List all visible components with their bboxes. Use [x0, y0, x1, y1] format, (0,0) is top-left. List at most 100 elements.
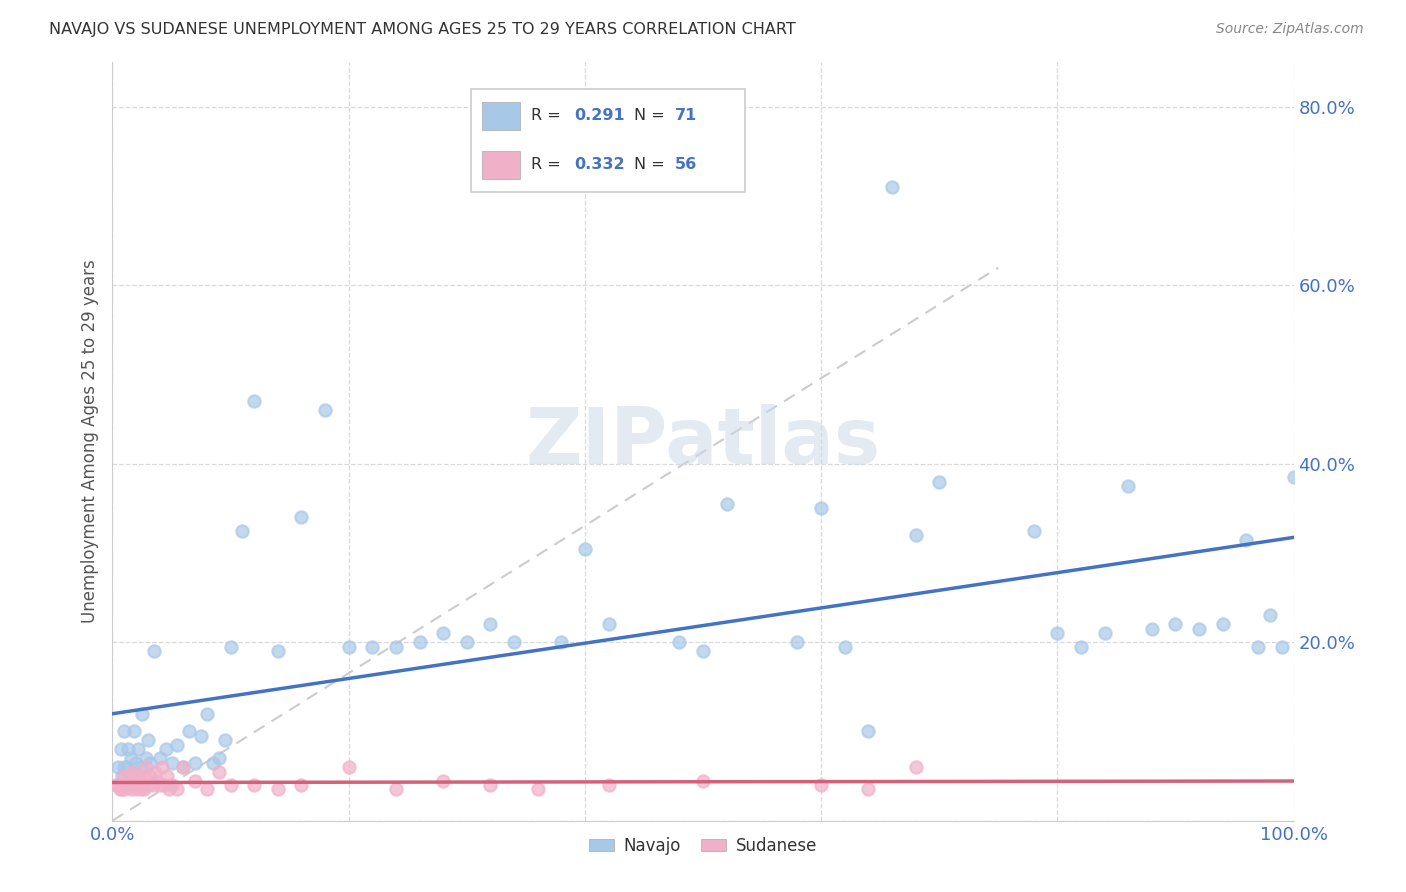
Point: [112, 778, 135, 792]
Text: R =: R =: [531, 157, 567, 172]
Point: [1116, 479, 1139, 493]
Point: [219, 640, 242, 654]
Point: [231, 524, 253, 538]
Point: [139, 756, 162, 770]
Point: [136, 733, 159, 747]
Y-axis label: Unemployment Among Ages 25 to 29 years: Unemployment Among Ages 25 to 29 years: [80, 260, 98, 624]
Point: [107, 760, 129, 774]
Point: [692, 773, 714, 788]
Point: [432, 626, 454, 640]
Point: [129, 760, 152, 774]
Point: [190, 729, 212, 743]
Point: [120, 769, 142, 783]
Point: [195, 782, 218, 797]
Point: [1140, 622, 1163, 636]
Point: [153, 778, 176, 792]
Point: [111, 782, 134, 797]
Point: [214, 733, 236, 747]
Point: [122, 724, 145, 739]
Point: [337, 640, 360, 654]
Point: [267, 782, 290, 797]
Point: [928, 475, 950, 489]
Point: [668, 635, 690, 649]
Point: [117, 769, 139, 783]
Point: [110, 742, 132, 756]
Point: [361, 640, 384, 654]
FancyBboxPatch shape: [471, 89, 745, 192]
Point: [108, 782, 131, 797]
Point: [142, 778, 165, 792]
Point: [166, 782, 188, 797]
Point: [146, 773, 169, 788]
Text: N =: N =: [634, 108, 671, 123]
Point: [149, 751, 172, 765]
Point: [112, 760, 135, 774]
Point: [160, 756, 183, 770]
Point: [880, 180, 903, 194]
Point: [1188, 622, 1211, 636]
Point: [125, 782, 148, 797]
Point: [131, 778, 153, 792]
Point: [1282, 470, 1305, 484]
Point: [479, 778, 502, 792]
Point: [120, 782, 142, 797]
Point: [479, 617, 502, 632]
Bar: [482, 151, 520, 179]
Point: [117, 742, 139, 756]
Point: [184, 773, 207, 788]
Point: [904, 528, 927, 542]
Point: [134, 782, 156, 797]
Point: [550, 635, 572, 649]
Point: [432, 773, 454, 788]
Text: 71: 71: [675, 108, 697, 123]
Point: [1046, 626, 1069, 640]
Text: 0.291: 0.291: [574, 108, 624, 123]
Point: [128, 773, 150, 788]
Point: [858, 724, 880, 739]
Point: [267, 644, 290, 658]
Point: [155, 742, 177, 756]
Point: [526, 782, 548, 797]
Point: [166, 738, 188, 752]
Point: [810, 501, 832, 516]
Point: [1164, 617, 1187, 632]
Point: [1271, 640, 1294, 654]
Point: [786, 635, 808, 649]
Point: [120, 751, 142, 765]
Point: [195, 706, 218, 721]
Text: 0.332: 0.332: [574, 157, 624, 172]
Point: [243, 394, 266, 409]
Text: ZIPatlas: ZIPatlas: [526, 403, 880, 480]
Point: [598, 617, 620, 632]
Point: [139, 769, 162, 783]
Point: [118, 778, 141, 792]
Point: [114, 778, 136, 792]
Point: [135, 760, 157, 774]
Point: [574, 541, 596, 556]
Point: [1212, 617, 1234, 632]
Point: [598, 778, 620, 792]
Point: [1022, 524, 1045, 538]
Point: [290, 778, 312, 792]
Text: 56: 56: [675, 157, 697, 172]
Text: N =: N =: [634, 157, 671, 172]
Point: [172, 760, 194, 774]
Point: [149, 778, 172, 792]
Point: [1094, 626, 1116, 640]
Point: [132, 769, 155, 783]
Point: [143, 764, 166, 779]
Point: [121, 764, 143, 779]
Point: [503, 635, 526, 649]
Point: [157, 782, 180, 797]
Point: [385, 640, 408, 654]
Point: [111, 769, 134, 783]
Point: [112, 782, 135, 797]
Point: [105, 778, 128, 792]
Point: [208, 764, 231, 779]
Point: [184, 756, 207, 770]
Point: [1247, 640, 1270, 654]
Point: [179, 724, 201, 739]
Point: [201, 756, 224, 770]
Point: [129, 782, 152, 797]
Point: [110, 778, 132, 792]
